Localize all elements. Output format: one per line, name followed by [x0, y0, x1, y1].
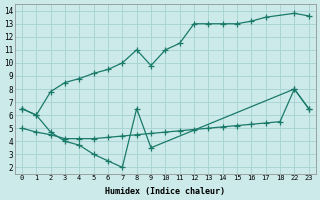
X-axis label: Humidex (Indice chaleur): Humidex (Indice chaleur)	[105, 187, 225, 196]
